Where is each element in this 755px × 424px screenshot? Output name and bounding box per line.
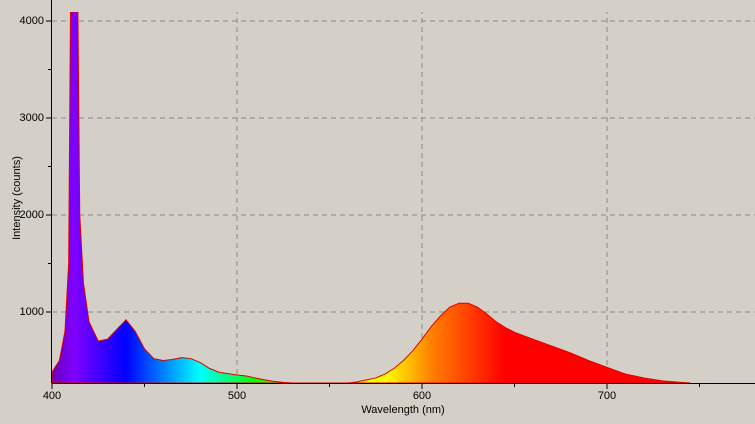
x-axis-title: Wavelength (nm) bbox=[361, 404, 444, 416]
y-axis-title: Intensity (counts) bbox=[11, 156, 23, 240]
y-tick-label: 4000 bbox=[20, 15, 44, 27]
y-tick-label: 2000 bbox=[20, 209, 44, 221]
x-tick-label: 500 bbox=[228, 390, 246, 402]
y-tick-label: 3000 bbox=[20, 112, 44, 124]
x-tick-label: 600 bbox=[413, 390, 431, 402]
spectrum-area bbox=[51, 11, 691, 384]
x-tick-label: 700 bbox=[598, 390, 616, 402]
y-tick-label: 1000 bbox=[20, 306, 44, 318]
plot-top-mask bbox=[0, 0, 755, 12]
x-tick-label: 400 bbox=[43, 390, 61, 402]
